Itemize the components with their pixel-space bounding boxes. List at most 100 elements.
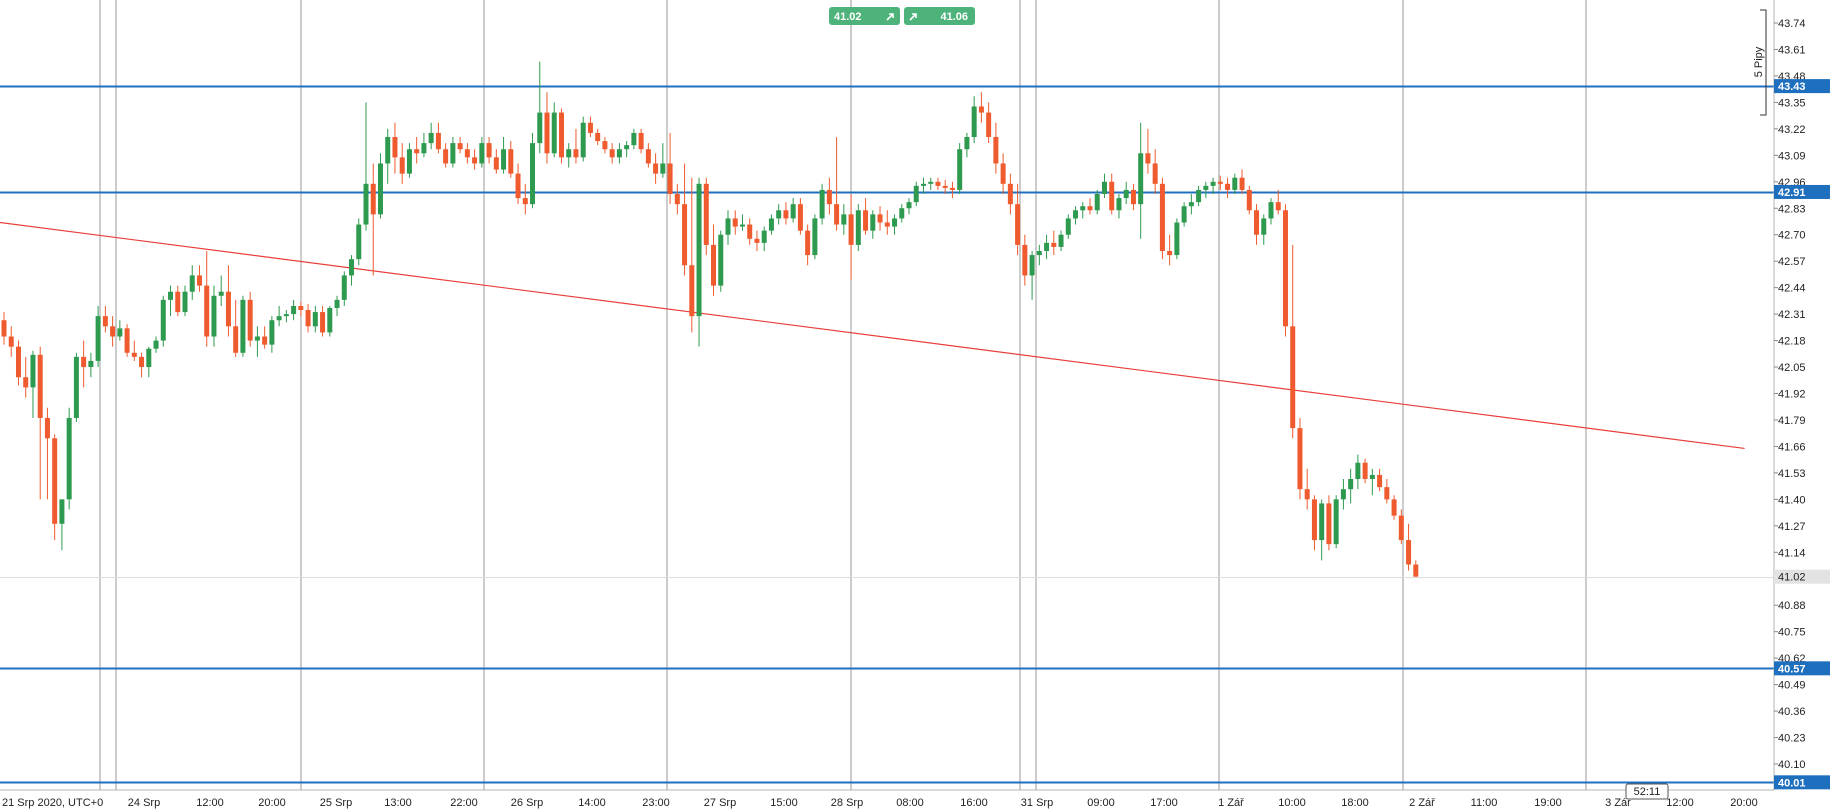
y-tick-label: 42.44	[1778, 283, 1806, 295]
candle	[1007, 173, 1013, 215]
candle	[906, 198, 912, 215]
candle-body	[1101, 181, 1107, 194]
candle-body	[1145, 153, 1151, 164]
candle	[638, 128, 644, 154]
y-tick-label: 42.05	[1778, 362, 1806, 374]
candle	[739, 214, 745, 231]
candle	[718, 230, 724, 292]
candle	[298, 301, 304, 317]
candle	[269, 316, 275, 353]
candle	[1377, 468, 1383, 492]
candle	[1051, 230, 1057, 256]
candle-body	[1326, 503, 1332, 545]
candle	[1044, 234, 1050, 260]
candle-body	[363, 183, 369, 225]
sell-button-bg[interactable]	[829, 7, 900, 25]
candle	[1304, 468, 1310, 510]
candle	[1065, 214, 1071, 239]
candle-body	[522, 198, 528, 205]
candle	[544, 92, 550, 164]
candle	[949, 181, 955, 199]
candle-body	[1406, 540, 1412, 565]
candle-body	[1225, 183, 1231, 190]
candle-body	[768, 218, 774, 231]
candle	[1000, 153, 1006, 194]
candle	[1196, 185, 1202, 207]
candle	[486, 137, 492, 164]
candle-body	[262, 336, 268, 345]
candle-body	[1022, 244, 1028, 276]
candle-body	[377, 163, 383, 215]
candle	[320, 305, 326, 337]
price-tag	[1774, 775, 1830, 790]
candle	[160, 295, 166, 347]
candle	[1159, 177, 1165, 260]
candle-body	[399, 157, 405, 174]
candle	[530, 132, 536, 209]
candle	[312, 305, 318, 333]
y-tick-label: 41.53	[1778, 468, 1806, 480]
candle	[1398, 509, 1404, 545]
candle	[1406, 523, 1412, 571]
y-tick-label: 42.57	[1778, 256, 1806, 268]
candle-body	[254, 336, 260, 341]
candle	[674, 183, 680, 215]
x-tick-label: 19:00	[1534, 797, 1562, 809]
candle-body	[1174, 222, 1180, 256]
x-tick-label: 26 Srp	[511, 797, 543, 809]
candle	[566, 143, 572, 168]
candle-body	[1391, 499, 1397, 516]
candle	[819, 183, 825, 225]
candle-body	[240, 299, 246, 353]
x-tick-label: 1 Zář	[1218, 797, 1244, 809]
sell-button[interactable]: 41.02	[829, 7, 900, 25]
candle-body	[1239, 177, 1245, 190]
candle-body	[580, 122, 586, 158]
x-axis[interactable]: 21 Srp 2020, UTC+0 24 Srp 12:00 20:00 25 Srp…	[2, 797, 1758, 809]
candle	[1348, 468, 1354, 504]
candle-body	[291, 305, 297, 315]
candle-body	[124, 328, 130, 353]
candle-body	[790, 204, 796, 219]
candle-body	[689, 265, 695, 317]
y-tick-label: 42.70	[1778, 230, 1806, 242]
horizontal-price-lines[interactable]	[0, 85, 1774, 784]
candle	[1058, 230, 1064, 251]
candle	[1355, 454, 1361, 490]
x-tick-label: 13:00	[384, 797, 412, 809]
candle-body	[899, 208, 905, 219]
candle	[283, 310, 289, 323]
candle	[935, 177, 941, 190]
candle-body	[327, 308, 333, 333]
candle-body	[1246, 189, 1252, 211]
candle-body	[305, 310, 311, 327]
buy-button-bg[interactable]	[904, 7, 975, 25]
price-tag-label: 40.01	[1778, 777, 1806, 789]
candle	[334, 295, 340, 317]
candle	[1384, 479, 1390, 504]
candle-body	[1377, 474, 1383, 488]
candle	[616, 143, 622, 164]
candle	[884, 210, 890, 235]
candle	[59, 499, 65, 551]
candle	[841, 204, 847, 235]
buy-button[interactable]: 41.06	[904, 7, 975, 25]
buy-price: 41.06	[940, 11, 968, 23]
candle	[1036, 244, 1042, 266]
candle-body	[44, 417, 50, 439]
candle	[472, 149, 478, 170]
x-tick-label: 28 Srp	[831, 797, 863, 809]
candle-body	[645, 149, 651, 164]
candle	[168, 285, 174, 317]
candle	[204, 251, 210, 347]
candle-body	[1109, 181, 1115, 211]
candle	[1217, 175, 1223, 190]
trendline[interactable]	[0, 221, 1745, 450]
candle-body	[1196, 189, 1202, 203]
candle-body	[682, 204, 688, 266]
candle-body	[725, 218, 731, 235]
y-axis[interactable]: 43.7443.6143.4843.3543.2243.0942.9642.83…	[1774, 18, 1806, 771]
